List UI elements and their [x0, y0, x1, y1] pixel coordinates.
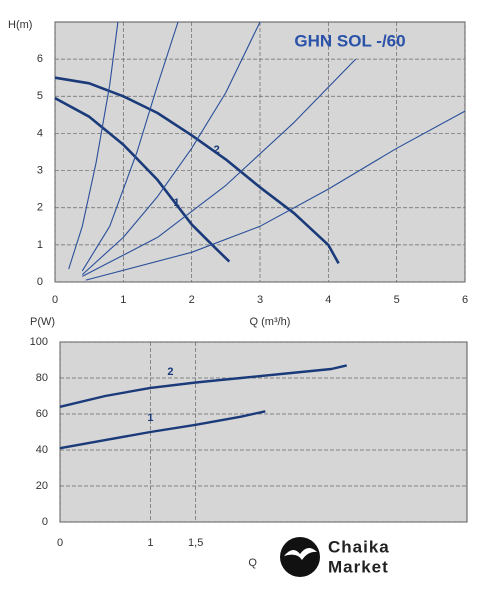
curve-label: 1: [147, 412, 153, 424]
curve: [59, 364, 347, 408]
curve: [68, 21, 119, 270]
curve-label: 1: [173, 197, 179, 209]
y-tick-label: 20: [36, 480, 48, 492]
curve-label: 2: [167, 366, 173, 378]
y-axis-label: H(m): [8, 19, 32, 31]
y-tick-label: 4: [37, 127, 43, 139]
y-tick-label: 1: [37, 239, 43, 251]
x-tick-label: 5: [394, 294, 400, 306]
y-tick-label: 40: [36, 444, 48, 456]
watermark-text: Chaika: [328, 537, 390, 556]
y-tick-label: 0: [42, 516, 48, 528]
watermark-bird: [284, 547, 317, 560]
y-tick-label: 5: [37, 90, 43, 102]
curve-label: 2: [214, 144, 220, 156]
x-tick-label: 0: [57, 537, 63, 549]
x-tick-label: 1: [120, 294, 126, 306]
x-tick-label: 1,5: [188, 537, 203, 549]
y-tick-label: 60: [36, 408, 48, 420]
x-tick-label: 2: [189, 294, 195, 306]
y-tick-label: 0: [37, 276, 43, 288]
y-tick-label: 80: [36, 372, 48, 384]
curve: [82, 58, 357, 277]
curve: [85, 110, 466, 281]
x-tick-label: 0: [52, 294, 58, 306]
x-tick-label: 4: [325, 294, 331, 306]
curve: [81, 21, 179, 272]
y-tick-label: 3: [37, 164, 43, 176]
curve: [81, 21, 261, 276]
plot-area: [59, 341, 468, 523]
x-tick-label: 6: [462, 294, 468, 306]
chart-title: GHN SOL -/60: [294, 31, 405, 50]
y-tick-label: 100: [30, 336, 48, 348]
y-tick-label: 6: [37, 53, 43, 65]
y-axis-label: P(W): [30, 316, 55, 328]
curve: [59, 410, 266, 450]
curve: [54, 76, 340, 265]
x-tick-label: 1: [147, 537, 153, 549]
x-axis-label: Q (m³/h): [250, 316, 291, 328]
watermark-text: Market: [328, 557, 389, 576]
y-tick-label: 2: [37, 202, 43, 214]
x-tick-label: 3: [257, 294, 263, 306]
